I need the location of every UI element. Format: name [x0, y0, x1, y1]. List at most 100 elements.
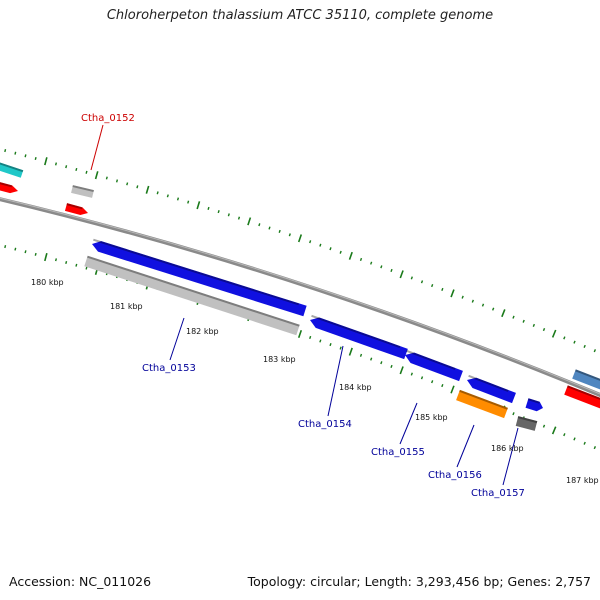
inner-tick-tick-44 — [441, 384, 444, 388]
gene-ctha-0153-blue — [92, 241, 307, 317]
gene-ctha-0157-gray — [515, 416, 538, 431]
outer-tick-tick-39 — [390, 268, 393, 273]
callout-line-3 — [399, 402, 418, 445]
outer-tick-tick-37 — [370, 261, 373, 265]
gene-ctha-0154-shade — [311, 314, 401, 349]
gene-red-right — [564, 385, 600, 409]
outer-tick-tick-22 — [217, 210, 220, 214]
gene-red-small-shade — [66, 203, 83, 210]
tick-marks — [4, 149, 597, 450]
inner-tick-tick-30 — [297, 329, 303, 339]
outer-tick-tick-38 — [380, 265, 383, 269]
outer-tick-tick-9 — [85, 170, 88, 174]
outer-tick-tick-12 — [115, 179, 119, 183]
inner-tick-tick-56 — [563, 433, 566, 437]
inner-tick-tick-38 — [380, 361, 383, 365]
inner-tick-tick-59 — [593, 446, 597, 450]
callout-line-2 — [327, 345, 344, 417]
gene-label-ctha-0156[interactable]: Ctha_0156 — [428, 470, 482, 481]
outer-tick-tick-25 — [247, 217, 252, 226]
gene-red-left — [0, 182, 18, 194]
outer-tick-tick-20 — [196, 201, 201, 210]
inner-tick-tick-54 — [542, 424, 546, 428]
gene-ctha-0155 — [405, 352, 463, 382]
outer-tick-tick-42 — [420, 280, 424, 284]
inner-tick-tick-3 — [24, 250, 27, 254]
gene-label-ctha-0157[interactable]: Ctha_0157 — [471, 488, 525, 499]
outer-tick-tick-59 — [593, 349, 597, 353]
outer-tick-tick-54 — [542, 327, 546, 332]
inner-tick-tick-33 — [329, 342, 332, 347]
outer-tick-tick-23 — [227, 213, 230, 217]
kbp-label-181: 181 kbp — [110, 302, 143, 311]
outer-tick-tick-32 — [319, 243, 322, 247]
outer-tick-tick-15 — [145, 185, 150, 194]
gene-label-ctha-0155[interactable]: Ctha_0155 — [371, 447, 425, 458]
outer-tick-tick-5 — [44, 157, 48, 166]
outer-tick-tick-7 — [65, 165, 68, 169]
kbp-label-184: 184 kbp — [339, 383, 372, 392]
outer-tick-tick-28 — [278, 229, 281, 233]
outer-tick-tick-43 — [431, 284, 434, 288]
inner-tick-tick-7 — [65, 260, 68, 265]
outer-tick-tick-44 — [441, 287, 444, 291]
inner-tick-tick-4 — [34, 252, 37, 256]
outer-tick-tick-14 — [136, 185, 139, 189]
outer-tick-tick-56 — [563, 336, 566, 340]
outer-tick-tick-4 — [34, 156, 37, 161]
inner-tick-tick-40 — [399, 366, 404, 375]
outer-tick-tick-49 — [492, 307, 495, 311]
inner-tick-tick-39 — [390, 364, 393, 369]
gene-label-ctha-0152[interactable]: Ctha_0152 — [81, 113, 135, 124]
outer-tick-tick-19 — [187, 200, 190, 204]
gene-ctha-0156-blue — [467, 377, 516, 404]
outer-tick-tick-16 — [156, 191, 159, 195]
gene-ctha-0157-gray-shade — [517, 416, 538, 424]
gene-cyan-left — [0, 162, 24, 178]
outer-tick-tick-1 — [4, 149, 7, 153]
outer-tick-tick-36 — [359, 257, 363, 262]
inner-tick-tick-8 — [75, 263, 78, 267]
outer-tick-tick-47 — [471, 299, 474, 303]
gene-red-small — [64, 203, 88, 216]
outer-tick-tick-48 — [481, 303, 485, 307]
outer-tick-tick-30 — [297, 234, 303, 243]
gene-label-ctha-0153[interactable]: Ctha_0153 — [142, 363, 196, 374]
gene-features — [0, 162, 600, 431]
outer-tick-tick-58 — [583, 344, 586, 348]
outer-tick-tick-41 — [410, 276, 413, 280]
callout-line-5 — [502, 427, 519, 486]
inner-tick-tick-1 — [4, 245, 7, 249]
backbone-line — [0, 197, 600, 398]
outer-tick-tick-21 — [207, 206, 210, 210]
inner-tick-tick-9 — [85, 266, 88, 270]
outer-tick-tick-6 — [54, 162, 58, 166]
outer-tick-tick-24 — [237, 216, 241, 220]
gene-label-ctha-0154[interactable]: Ctha_0154 — [298, 419, 352, 430]
inner-tick-tick-2 — [14, 247, 17, 251]
inner-tick-tick-42 — [420, 376, 424, 380]
outer-tick-tick-51 — [512, 315, 515, 319]
outer-tick-tick-10 — [94, 171, 99, 180]
inner-tick-tick-58 — [583, 441, 586, 445]
map-title: Chloroherpeton thalassium ATCC 35110, co… — [106, 8, 494, 23]
outer-tick-tick-57 — [573, 340, 576, 344]
outer-tick-tick-35 — [348, 251, 353, 260]
outer-tick-tick-31 — [309, 240, 312, 244]
inner-tick-tick-5 — [44, 252, 48, 262]
inner-tick-tick-45 — [450, 385, 455, 394]
gene-ctha-0156-orange — [456, 389, 508, 419]
kbp-label-180: 180 kbp — [31, 278, 64, 287]
inner-tick-tick-43 — [431, 380, 434, 384]
kbp-label-187: 187 kbp — [566, 476, 599, 485]
inner-tick-tick-37 — [370, 357, 373, 361]
outer-tick-tick-29 — [288, 233, 291, 237]
outer-tick-tick-26 — [258, 223, 261, 227]
inner-tick-tick-35 — [348, 347, 353, 356]
gene-ctha-0157-blue-shade — [527, 398, 540, 404]
outer-tick-tick-8 — [75, 167, 78, 172]
kbp-label-185: 185 kbp — [415, 413, 448, 422]
outer-tick-tick-2 — [14, 151, 17, 155]
inner-tick-tick-34 — [339, 346, 342, 350]
